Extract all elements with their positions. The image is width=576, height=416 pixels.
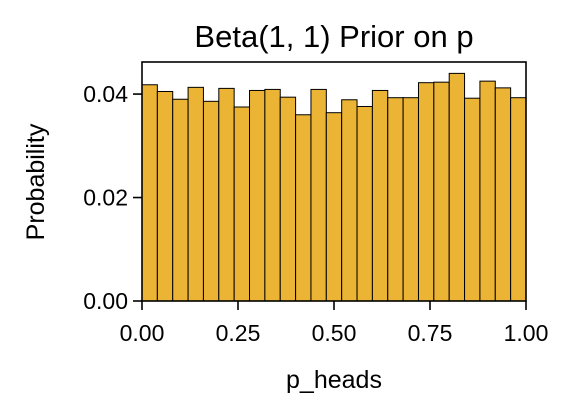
histogram-bar xyxy=(448,72,466,302)
y-tick-label: 0.00 xyxy=(83,288,128,314)
y-tick-label: 0.02 xyxy=(83,185,128,211)
histogram-bar xyxy=(295,114,312,302)
x-tick-label: 0.00 xyxy=(120,320,165,346)
histogram-bar xyxy=(371,89,389,302)
histogram-bar xyxy=(310,88,327,302)
histogram-bar xyxy=(279,96,297,302)
x-axis-label: p_heads xyxy=(286,366,382,394)
histogram-bar xyxy=(202,100,220,302)
histogram-bar xyxy=(356,105,373,302)
histogram-bar xyxy=(494,87,512,302)
x-tick-label: 0.50 xyxy=(312,320,357,346)
x-tick-label: 1.00 xyxy=(504,320,549,346)
histogram-bar xyxy=(341,99,358,302)
chart-title: Beta(1, 1) Prior on p xyxy=(194,19,473,54)
histogram-bar xyxy=(417,82,435,302)
x-tick-label: 0.75 xyxy=(408,320,453,346)
histogram-bar xyxy=(249,89,266,302)
y-axis-label: Probability xyxy=(22,123,50,240)
histogram-bar xyxy=(387,97,404,302)
histogram-bar xyxy=(325,112,343,302)
histogram-bar xyxy=(187,86,204,302)
histogram-bar xyxy=(479,80,496,302)
bars-layer xyxy=(141,72,527,302)
histogram-bar xyxy=(402,97,419,302)
histogram-bar xyxy=(464,97,481,302)
y-tick-label: 0.04 xyxy=(83,81,128,107)
x-tick-label: 0.25 xyxy=(216,320,261,346)
histogram-bar xyxy=(510,97,527,302)
histogram-bar xyxy=(233,106,251,302)
axes-layer: 0.00 0.25 0.50 0.75 1.00 0.00 0.02 0.04 xyxy=(83,61,549,346)
histogram-bar xyxy=(433,81,450,302)
histogram-bar xyxy=(172,98,189,302)
histogram-bar xyxy=(156,90,174,302)
histogram-bar xyxy=(264,88,281,302)
histogram-bar xyxy=(141,84,158,302)
histogram-bar xyxy=(218,87,235,302)
